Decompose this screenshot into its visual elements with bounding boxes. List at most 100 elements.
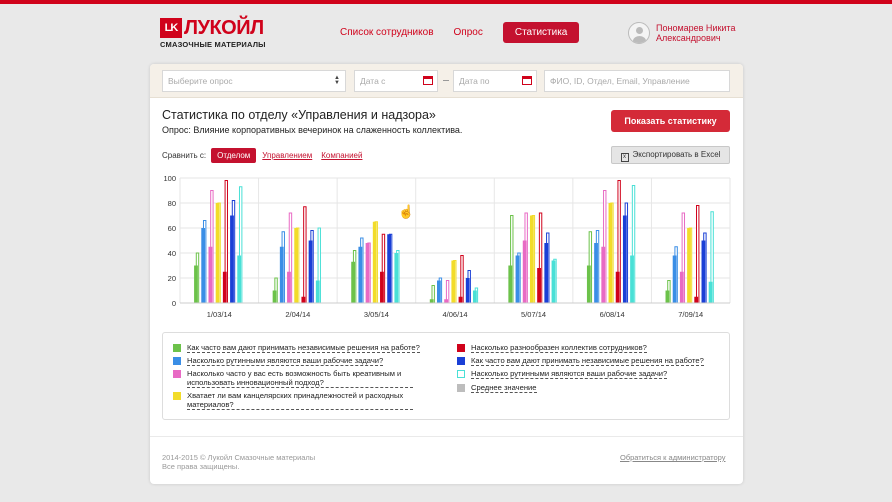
legend-item: Насколько рутинными являются ваши рабочи… <box>173 356 443 366</box>
value-bar <box>315 280 320 303</box>
value-bar <box>465 278 470 303</box>
value-bar <box>529 215 534 303</box>
compare-controls: Сравнить с: Отделом Управлением Компание… <box>162 148 371 163</box>
header: LK ЛУКОЙЛ СМАЗОЧНЫЕ МАТЕРИАЛЫ Список сот… <box>0 4 892 60</box>
date-range-separator <box>443 80 449 81</box>
legend-swatch <box>173 357 181 365</box>
top-accent-bar <box>0 0 892 4</box>
value-bar <box>679 271 684 303</box>
compare-company-link[interactable]: Компанией <box>321 151 363 160</box>
survey-select[interactable]: Выберите опрос ▲ ▼ <box>162 70 346 92</box>
value-bar <box>358 246 363 303</box>
date-to-field[interactable]: Дата по <box>453 70 537 92</box>
legend-swatch <box>173 344 181 352</box>
value-bar <box>372 221 377 303</box>
value-bar <box>701 240 706 303</box>
x-tick-label: 6/08/14 <box>600 310 625 319</box>
footer-divider <box>150 436 743 437</box>
comparison-bar <box>303 206 307 304</box>
logo-mark-icon: LK <box>160 18 182 38</box>
date-from-field[interactable]: Дата с <box>354 70 438 92</box>
legend-label[interactable]: Как часто вам дают принимать независимые… <box>471 356 704 366</box>
compare-label: Сравнить с: <box>162 151 207 160</box>
search-input[interactable]: ФИО, ID, Отдел, Email, Управление <box>544 70 730 92</box>
value-bar <box>208 246 213 303</box>
value-bar <box>544 243 549 303</box>
value-bar <box>522 240 527 303</box>
legend-label[interactable]: Насколько рутинными являются ваши рабочи… <box>187 356 384 366</box>
x-tick-label: 2/04/14 <box>285 310 310 319</box>
user-name[interactable]: Пономарев Никита Александрович <box>656 23 736 43</box>
calendar-icon[interactable] <box>522 76 532 85</box>
value-bar <box>437 280 441 303</box>
calendar-icon[interactable] <box>423 76 433 85</box>
legend-item: Хватает ли вам канцелярских принадлежнос… <box>173 391 413 410</box>
contact-admin-link[interactable]: Обратиться к администратору <box>620 453 726 462</box>
value-bar <box>279 246 284 303</box>
legend-swatch <box>457 357 465 365</box>
legend-swatch <box>457 384 465 392</box>
value-bar <box>387 234 392 303</box>
logo[interactable]: LK ЛУКОЙЛ СМАЗОЧНЫЕ МАТЕРИАЛЫ <box>160 18 266 49</box>
hand-cursor-icon: ☝ <box>398 204 415 219</box>
legend-label[interactable]: Среднее значение <box>471 383 537 393</box>
value-bar <box>615 271 620 303</box>
value-bar <box>308 240 313 303</box>
value-bar <box>222 271 227 303</box>
x-tick-label: 7/09/14 <box>678 310 703 319</box>
value-bar <box>287 271 291 303</box>
value-bar <box>708 281 713 303</box>
value-bar <box>451 260 456 303</box>
value-bar <box>672 255 677 303</box>
value-bar <box>201 228 206 303</box>
legend-swatch <box>457 370 465 378</box>
comparison-bar <box>460 255 464 304</box>
x-tick-label: 3/05/14 <box>364 310 389 319</box>
value-bar <box>237 255 242 303</box>
copyright-line-2: Все права защищены. <box>162 462 240 471</box>
compare-management-link[interactable]: Управлением <box>262 151 313 160</box>
copyright-line-1: 2014-2015 © Лукойл Смазочные материалы <box>162 453 316 462</box>
y-tick-label: 20 <box>168 274 176 283</box>
value-bar <box>301 296 306 303</box>
legend-label[interactable]: Насколько часто у вас есть возможность б… <box>187 369 413 388</box>
legend-swatch <box>457 344 465 352</box>
value-bar <box>694 296 699 303</box>
compare-department-button[interactable]: Отделом <box>211 148 257 163</box>
value-bar <box>601 246 606 303</box>
value-bar <box>351 261 356 303</box>
legend-item: Среднее значение <box>457 383 727 393</box>
nav-statistics[interactable]: Статистика <box>502 22 580 43</box>
nav-employees-list[interactable]: Список сотрудников <box>340 27 434 38</box>
date-to-placeholder: Дата по <box>459 76 490 86</box>
show-statistics-button[interactable]: Показать статистику <box>611 110 730 132</box>
survey-subtitle: Опрос: Влияние корпоративных вечеринок н… <box>162 125 463 135</box>
legend-label[interactable]: Хватает ли вам канцелярских принадлежнос… <box>187 391 413 410</box>
value-bar <box>586 265 591 303</box>
bar-chart-svg: 0 20 40 60 80 100 1/03/14 2/04/14 3/05/14 4/06/14… <box>163 174 731 319</box>
x-tick-label: 1/03/14 <box>207 310 232 319</box>
value-bar <box>608 203 613 303</box>
legend-item: Как часто вам дают принимать независимые… <box>173 343 443 353</box>
legend-label[interactable]: Как часто вам дают принимать независимые… <box>187 343 420 353</box>
value-bar <box>444 299 448 303</box>
avatar-icon <box>628 22 650 44</box>
value-bar <box>215 203 220 303</box>
value-bar <box>365 243 370 303</box>
user-profile[interactable]: Пономарев Никита Александрович <box>628 22 746 44</box>
y-tick-label: 100 <box>163 174 176 183</box>
date-from-placeholder: Дата с <box>360 76 386 86</box>
search-placeholder: ФИО, ID, Отдел, Email, Управление <box>550 76 690 86</box>
value-bar <box>429 299 434 303</box>
legend-label[interactable]: Насколько разнообразен коллектив сотрудн… <box>471 343 647 353</box>
nav-survey[interactable]: Опрос <box>453 27 483 38</box>
export-excel-button[interactable]: x Экспортировать в Excel <box>611 146 730 164</box>
legend-swatch <box>173 392 181 400</box>
y-tick-label: 0 <box>172 299 176 308</box>
export-label: Экспортировать в Excel <box>632 150 721 159</box>
value-bar <box>622 215 627 303</box>
legend-label[interactable]: Насколько рутинными являются ваши рабочи… <box>471 369 668 379</box>
value-bar <box>458 296 463 303</box>
value-bar <box>630 255 634 303</box>
value-bar <box>394 253 399 303</box>
